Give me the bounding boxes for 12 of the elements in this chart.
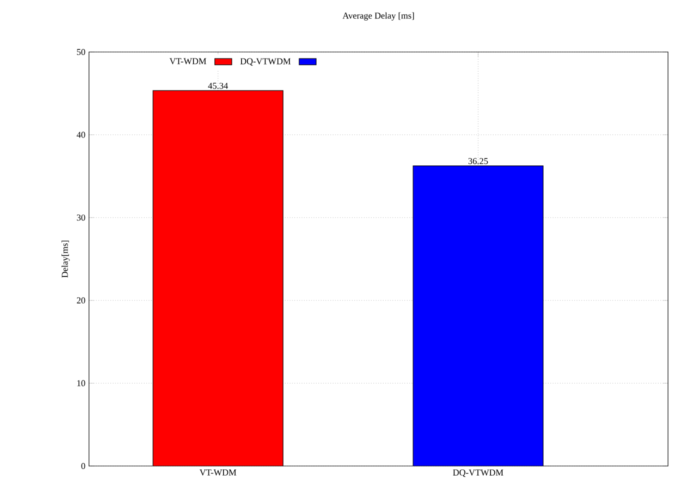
y-axis-title: Delay[ms] [62, 240, 70, 278]
y-tick-label: 10 [77, 380, 86, 386]
data-label: 45.34 [208, 82, 228, 89]
y-tick-label: 20 [76, 297, 86, 304]
y-tick-label: 50 [77, 48, 86, 56]
legend-label: DQ-VTWDM [240, 58, 291, 66]
legend-label: VT-WDM [170, 58, 206, 64]
y-tick-label: 0 [81, 462, 86, 470]
y-tick-label: 30 [76, 214, 86, 221]
chart-title: Average Delay [ms] [342, 12, 414, 20]
data-label: 36.25 [468, 158, 488, 164]
y-tick-label: 40 [76, 132, 86, 138]
